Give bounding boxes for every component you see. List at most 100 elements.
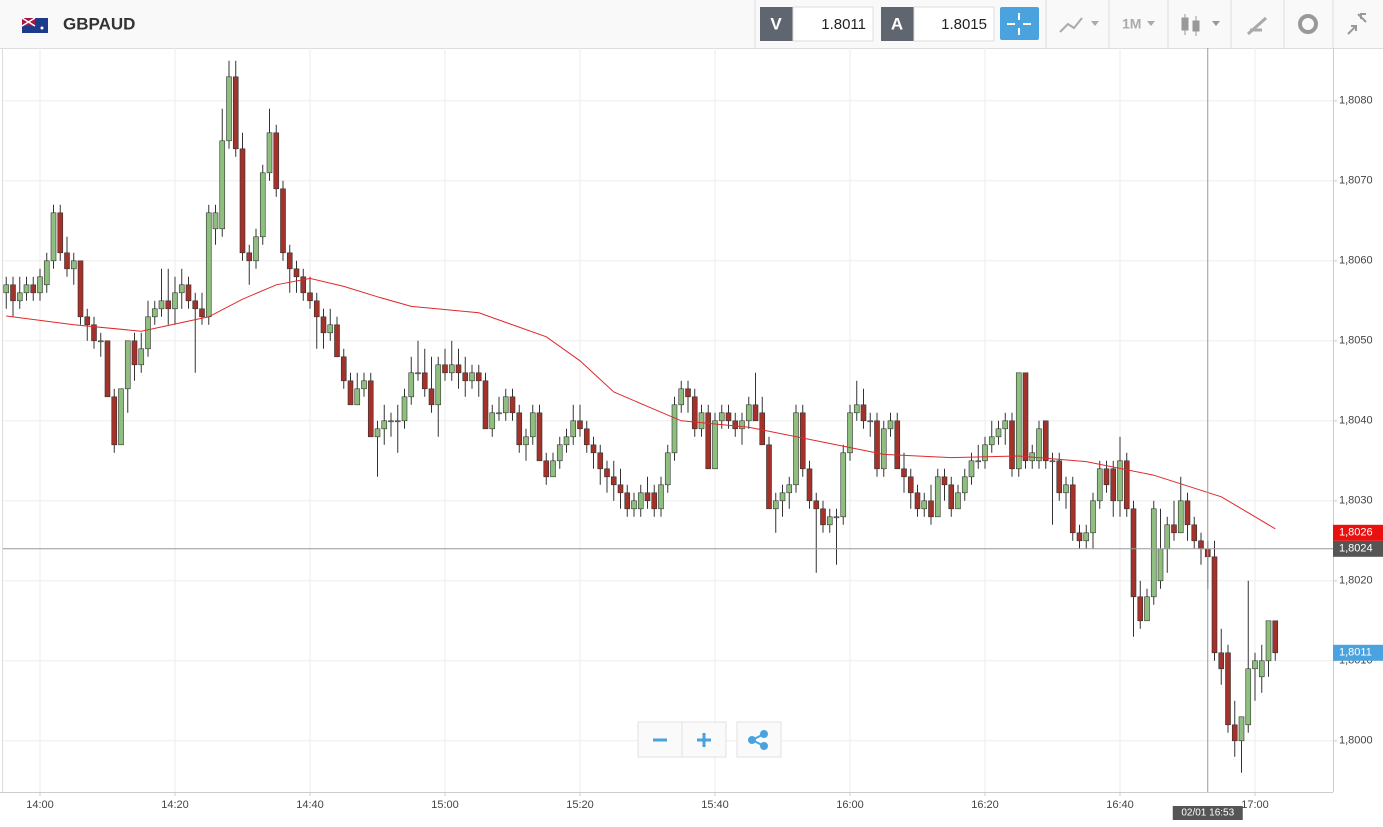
candle-body — [1103, 468, 1110, 486]
candle-body — [1083, 532, 1090, 542]
candle-body — [556, 444, 563, 462]
candle-body — [772, 500, 779, 510]
candle-body — [901, 468, 907, 478]
candle-body — [340, 356, 347, 382]
ask-button[interactable] — [881, 7, 914, 41]
candle-body — [516, 412, 523, 446]
draw-button[interactable] — [1247, 16, 1267, 36]
x-tick-label: 14:40 — [296, 799, 324, 811]
candle-body — [786, 484, 793, 494]
x-tick-label: 14:20 — [161, 799, 189, 811]
candle-body — [131, 340, 138, 366]
candle-body — [826, 516, 833, 526]
period-button[interactable]: 1M — [1122, 16, 1141, 32]
candle-body — [232, 76, 239, 150]
candle-body — [1042, 420, 1049, 462]
candle-body — [617, 484, 624, 494]
last-price-tag — [1333, 644, 1383, 661]
candle-body — [961, 476, 968, 494]
candle-body — [543, 460, 550, 478]
candle-body — [806, 468, 813, 502]
candle-body — [678, 388, 685, 406]
chart-type-button[interactable] — [1059, 17, 1099, 33]
x-tick-label: 14:00 — [26, 799, 54, 811]
candle-body — [50, 212, 57, 262]
candle-body — [1130, 508, 1137, 598]
candle-body — [286, 252, 293, 270]
candle-body — [685, 388, 691, 398]
candle-body — [799, 412, 806, 470]
candle-body — [496, 412, 502, 415]
candle-body — [597, 452, 604, 470]
crosshair-price-label: 1,8024 — [1339, 543, 1373, 555]
candle-body — [847, 412, 853, 454]
x-tick-label: 15:40 — [701, 799, 729, 811]
candle-body — [16, 292, 23, 302]
candle-body — [124, 340, 131, 390]
candle-body — [1231, 724, 1238, 742]
candle-body — [955, 492, 961, 510]
period-caret — [1147, 21, 1155, 26]
candle-body — [199, 308, 205, 318]
candle-body — [860, 404, 867, 422]
candle-body — [104, 340, 111, 398]
candle-body — [334, 324, 340, 358]
candle-body — [867, 420, 874, 423]
candle-body — [145, 316, 151, 350]
candle-body — [111, 396, 118, 446]
zoom-controls — [637, 721, 782, 758]
candle-body — [30, 284, 37, 294]
candle-body — [91, 324, 97, 342]
candle-body — [1245, 668, 1252, 726]
candle-body — [367, 380, 374, 438]
candle-body — [361, 380, 367, 390]
candle-body — [307, 292, 313, 302]
candle-body — [1150, 508, 1157, 598]
candle-body — [766, 444, 772, 510]
x-tick-label: 16:20 — [971, 799, 999, 811]
candle-body — [212, 212, 219, 230]
candle-body — [469, 372, 475, 382]
candle-body — [1272, 620, 1279, 654]
candle-body — [610, 476, 617, 486]
candle-body — [408, 372, 415, 398]
zoom-in-button[interactable] — [697, 733, 711, 747]
candle-body — [428, 388, 435, 406]
candle-body — [70, 260, 77, 270]
candle-body — [928, 500, 934, 518]
candle-type-button[interactable] — [1181, 14, 1220, 36]
bid-box — [792, 6, 874, 42]
candle-body — [1063, 484, 1069, 494]
candle-body — [151, 308, 158, 318]
candle-body — [759, 412, 766, 446]
candle-body — [1191, 524, 1198, 542]
crosshair-button[interactable] — [1000, 7, 1039, 40]
candle-body — [1036, 428, 1042, 462]
symbol: GBPAUD — [63, 14, 135, 33]
candle-body — [185, 284, 192, 302]
share-button[interactable] — [736, 721, 782, 758]
last-price-tag-label: 1,8011 — [1339, 647, 1372, 659]
candle-body — [1171, 524, 1177, 534]
candle-body — [415, 372, 421, 375]
candle-body — [725, 412, 732, 422]
y-tick-label: 1,8050 — [1339, 335, 1373, 347]
y-tick-label: 1,8070 — [1339, 175, 1373, 187]
candle-body — [691, 396, 698, 430]
bid-button[interactable] — [760, 7, 793, 41]
fullscreen-button[interactable] — [1347, 13, 1367, 35]
settings-button[interactable] — [1298, 14, 1318, 34]
candle-body — [448, 364, 455, 374]
candle-body — [10, 284, 16, 302]
ma-price-tag-label: 1,8026 — [1339, 527, 1373, 539]
candle-body — [1076, 532, 1083, 542]
candle-body — [874, 420, 880, 470]
y-tick-label: 1,8030 — [1339, 495, 1373, 507]
candle-body — [907, 476, 914, 494]
candle-body — [583, 428, 590, 446]
candle-body — [192, 300, 199, 310]
candle-body — [968, 460, 975, 478]
candle-body — [280, 188, 286, 254]
crosshair-time-label: 02/01 16:53 — [1181, 808, 1234, 819]
